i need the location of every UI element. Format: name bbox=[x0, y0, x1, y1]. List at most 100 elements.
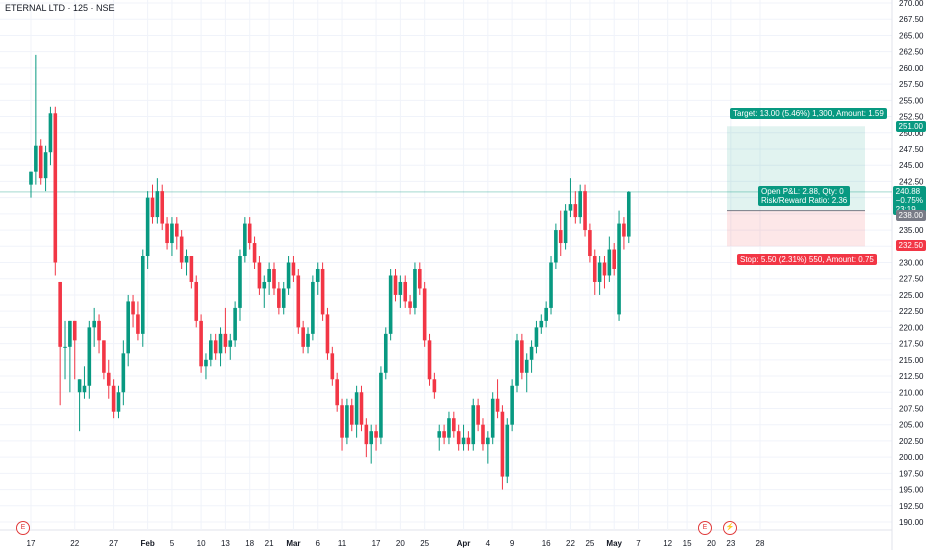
candle-body bbox=[145, 197, 150, 257]
candle-body bbox=[160, 191, 165, 224]
candle-body bbox=[87, 327, 92, 386]
candle-body bbox=[573, 204, 578, 218]
candle-body bbox=[136, 314, 140, 334]
x-tick-label: 21 bbox=[265, 539, 274, 548]
y-tick-label: 217.50 bbox=[899, 340, 924, 349]
candle-body bbox=[257, 262, 262, 289]
x-tick-label: Feb bbox=[141, 539, 155, 548]
y-tick-label: 190.00 bbox=[899, 518, 924, 527]
y-tick-label: 192.50 bbox=[899, 502, 924, 511]
candle-body bbox=[520, 340, 524, 373]
x-tick-label: 6 bbox=[316, 539, 321, 548]
entry-price-label: 238.00 bbox=[895, 210, 926, 221]
candle-body bbox=[447, 418, 451, 438]
candle-body bbox=[568, 204, 573, 211]
candle-body bbox=[29, 171, 33, 185]
y-tick-label: 200.00 bbox=[899, 453, 924, 462]
candle-body bbox=[34, 145, 38, 172]
open-pnl-label[interactable]: Open P&L: 2.88, Qty: 0 Risk/Reward Ratio… bbox=[758, 186, 851, 206]
candle-body bbox=[597, 262, 602, 282]
stop-label[interactable]: Stop: 5.50 (2.31%) 550, Amount: 0.75 bbox=[737, 254, 877, 265]
candle-body bbox=[72, 320, 77, 341]
candle-body bbox=[53, 113, 58, 263]
candle-body bbox=[563, 210, 568, 244]
candle-body bbox=[106, 372, 111, 386]
y-tick-label: 252.50 bbox=[899, 113, 924, 122]
bar-countdown: 23:19 bbox=[896, 205, 923, 214]
x-tick-label: 4 bbox=[486, 539, 491, 548]
y-tick-label: 225.00 bbox=[899, 291, 924, 300]
candle-body bbox=[539, 320, 544, 328]
candle-body bbox=[398, 281, 403, 295]
x-tick-label: 10 bbox=[197, 539, 206, 548]
candle-body bbox=[82, 385, 87, 393]
candle-body bbox=[325, 314, 330, 354]
candle-body bbox=[175, 223, 179, 237]
x-tick-label: 20 bbox=[396, 539, 405, 548]
last-price-change: −0.75% bbox=[895, 196, 923, 205]
y-tick-label: 222.50 bbox=[899, 307, 924, 316]
candle-body bbox=[481, 424, 485, 445]
risk-reward-text: Risk/Reward Ratio: 2.36 bbox=[761, 196, 848, 205]
candle-body bbox=[223, 333, 228, 347]
target-label[interactable]: Target: 13.00 (5.46%) 1,300, Amount: 1.5… bbox=[730, 108, 887, 119]
candle-body bbox=[418, 268, 422, 289]
x-tick-label: 9 bbox=[510, 539, 515, 548]
x-tick-label: 22 bbox=[70, 539, 79, 548]
y-tick-label: 197.50 bbox=[899, 469, 924, 478]
y-tick-label: 257.50 bbox=[899, 80, 924, 89]
candle-body bbox=[58, 281, 62, 347]
dividend-icon[interactable]: ⚡ bbox=[723, 521, 737, 535]
candle-body bbox=[92, 320, 96, 328]
candle-body bbox=[588, 230, 592, 257]
candle-body bbox=[272, 268, 276, 289]
candle-body bbox=[291, 262, 296, 276]
last-price-value: 240.88 bbox=[895, 187, 921, 196]
candle-body bbox=[622, 223, 626, 237]
candle-body bbox=[486, 437, 490, 445]
candle-body bbox=[359, 392, 364, 425]
x-tick-label: 16 bbox=[542, 539, 551, 548]
y-tick-label: 212.50 bbox=[899, 372, 924, 381]
x-tick-label: 12 bbox=[663, 539, 672, 548]
candle-body bbox=[68, 320, 72, 347]
target-price-label: 251.00 bbox=[895, 121, 926, 132]
earnings-icon-2[interactable]: E bbox=[698, 521, 712, 535]
candle-body bbox=[364, 424, 369, 445]
y-tick-label: 265.00 bbox=[899, 31, 924, 40]
candle-body bbox=[349, 405, 354, 425]
candle-body bbox=[262, 281, 267, 289]
candle-body bbox=[354, 392, 359, 425]
x-tick-label: 15 bbox=[683, 539, 692, 548]
y-tick-label: 230.00 bbox=[899, 259, 924, 268]
candle-body bbox=[452, 418, 456, 432]
stop-zone bbox=[727, 210, 865, 247]
candle-body bbox=[126, 301, 130, 354]
candle-body bbox=[301, 327, 305, 347]
candle-body bbox=[466, 437, 471, 445]
candle-body bbox=[393, 275, 398, 295]
candle-body bbox=[335, 379, 339, 406]
y-tick-label: 242.50 bbox=[899, 177, 924, 186]
candle-body bbox=[155, 191, 160, 218]
candle-body bbox=[554, 230, 558, 263]
candle-body bbox=[320, 268, 325, 315]
candle-body bbox=[510, 385, 514, 425]
candle-body bbox=[194, 281, 199, 321]
candle-body bbox=[131, 301, 135, 315]
stop-price-label: 232.50 bbox=[895, 240, 926, 251]
open-pnl-text: Open P&L: 2.88, Qty: 0 bbox=[761, 187, 844, 196]
y-tick-label: 260.00 bbox=[899, 64, 924, 73]
candle-body bbox=[456, 431, 461, 445]
candle-body bbox=[233, 307, 237, 341]
x-tick-label: Apr bbox=[457, 539, 471, 548]
earnings-icon-1[interactable]: E bbox=[16, 521, 30, 535]
candle-body bbox=[388, 275, 393, 334]
candle-body bbox=[228, 340, 233, 347]
candle-body bbox=[379, 372, 383, 438]
candle-body bbox=[102, 340, 106, 373]
candle-body bbox=[383, 333, 388, 373]
candle-body bbox=[476, 405, 480, 425]
y-tick-label: 245.00 bbox=[899, 161, 924, 170]
